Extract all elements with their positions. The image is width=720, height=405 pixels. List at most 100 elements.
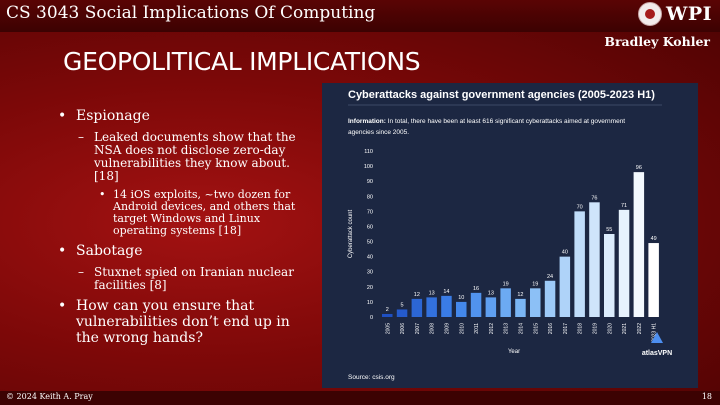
chart-info: Information: In total, there have been a… (348, 118, 625, 125)
x-tick-label: 2013 (504, 323, 510, 334)
y-tick-label: 110 (364, 149, 373, 155)
bullet-question: • How can you ensure that vulnerabilitie… (58, 298, 316, 346)
wpi-logo: WPI (638, 2, 712, 26)
x-tick-label: 2014 (518, 323, 524, 334)
y-tick-label: 70 (367, 209, 373, 215)
bullet-text: How can you ensure that vulnerabilities … (76, 298, 290, 346)
bar-value-label: 76 (591, 195, 597, 201)
bullet-icon: • (99, 188, 106, 201)
bar-value-label: 40 (562, 250, 568, 256)
chart-title: Cyberattacks against government agencies… (348, 89, 655, 101)
bar-value-label: 71 (621, 203, 627, 209)
bar (456, 301, 467, 317)
x-tick-label: 2009 (444, 323, 450, 334)
bar-value-label: 12 (517, 292, 523, 298)
sub-sub-bullet-text: 14 iOS exploits, ~two dozen for Android … (113, 188, 296, 237)
bar-value-label: 24 (547, 274, 553, 280)
y-tick-label: 90 (367, 179, 373, 185)
bar (485, 297, 497, 317)
y-tick-label: 60 (367, 224, 373, 230)
y-tick-label: 40 (367, 255, 373, 261)
bar (382, 313, 393, 317)
header-bar: CS 3043 Social Implications Of Computing… (0, 0, 720, 32)
sub-bullet-text: Leaked documents show that the NSA does … (94, 130, 296, 183)
x-tick-label: 2008 (430, 323, 436, 334)
y-tick-label: 50 (367, 240, 373, 246)
y-tick-label: 0 (370, 315, 373, 321)
bullet-list: • Espionage – Leaked documents show that… (58, 108, 316, 353)
x-tick-label: 2015 (533, 323, 539, 334)
bar (411, 298, 423, 317)
sub-bullet-text: Stuxnet spied on Iranian nuclear facilit… (94, 265, 294, 292)
chart-info-line2: agencies since 2005. (348, 129, 409, 136)
bullet-text: Sabotage (76, 243, 143, 259)
bar-value-label: 70 (577, 204, 583, 210)
logo-text: WPI (666, 3, 713, 25)
bar (574, 211, 585, 317)
bullet-sabotage: • Sabotage (58, 243, 316, 259)
y-tick-label: 10 (367, 300, 373, 306)
bar-value-label: 55 (606, 227, 612, 233)
x-tick-label: 2006 (400, 323, 406, 334)
bar (604, 234, 615, 317)
y-axis-label: Cyberattack count (348, 209, 354, 258)
bar-value-label: 19 (503, 281, 509, 287)
x-tick-label: 2012 (489, 323, 495, 334)
bar (530, 288, 541, 317)
bullet-icon: • (58, 243, 67, 259)
x-tick-label: 2023 H1 (652, 323, 658, 342)
bar-value-label: 14 (443, 289, 449, 295)
y-tick-label: 20 (367, 285, 373, 291)
bar-value-label: 49 (651, 236, 657, 242)
bullet-espionage: • Espionage (58, 108, 316, 124)
bar (470, 292, 482, 317)
x-axis-label: Year (508, 349, 520, 355)
seal-icon (638, 2, 662, 26)
y-tick-label: 80 (367, 194, 373, 200)
x-tick-label: 2019 (592, 323, 598, 334)
slide-title: GEOPOLITICAL IMPLICATIONS (63, 47, 421, 76)
bar (396, 309, 408, 317)
dash-icon: – (78, 265, 84, 279)
bar (500, 288, 511, 317)
bar-value-label: 13 (429, 290, 435, 296)
bar (441, 295, 452, 317)
bar-value-label: 19 (532, 281, 538, 287)
bar (426, 297, 437, 317)
bullet-text: Espionage (76, 108, 150, 124)
bar-value-label: 5 (401, 302, 404, 308)
x-tick-label: 2011 (474, 323, 480, 334)
y-tick-label: 30 (367, 270, 373, 276)
sub-bullet-stuxnet: – Stuxnet spied on Iranian nuclear facil… (58, 266, 316, 292)
page-number: 18 (701, 392, 712, 401)
bar (589, 202, 600, 317)
bar-value-label: 96 (636, 165, 642, 171)
bar-value-label: 16 (473, 286, 479, 292)
bullet-icon: • (58, 108, 67, 124)
y-tick-label: 100 (364, 164, 373, 170)
bar (559, 256, 571, 317)
sub-bullet-nsa: – Leaked documents show that the NSA doe… (58, 131, 316, 183)
bar (618, 209, 630, 317)
bar (648, 243, 659, 317)
sub-sub-bullet-exploits: • 14 iOS exploits, ~two dozen for Androi… (58, 189, 316, 237)
bar-value-label: 13 (488, 290, 494, 296)
x-tick-label: 2020 (607, 323, 613, 334)
bar-chart: Cyberattacks against government agencies… (348, 89, 672, 381)
bar-value-label: 10 (458, 295, 464, 301)
copyright: © 2024 Keith A. Pray (6, 392, 93, 401)
bar-value-label: 2 (386, 307, 389, 313)
course-title: CS 3043 Social Implications Of Computing (6, 3, 376, 23)
bullet-icon: • (58, 298, 67, 314)
x-tick-label: 2017 (563, 323, 569, 334)
bar (633, 172, 645, 317)
x-tick-label: 2010 (459, 323, 465, 334)
chart-source: Source: csis.org (348, 374, 395, 381)
dash-icon: – (78, 130, 84, 144)
bar (515, 298, 526, 317)
x-tick-label: 2005 (385, 323, 391, 334)
chart-panel: Cyberattacks against government agencies… (322, 83, 698, 388)
x-tick-label: 2022 (637, 323, 643, 334)
bar-value-label: 12 (414, 292, 420, 298)
